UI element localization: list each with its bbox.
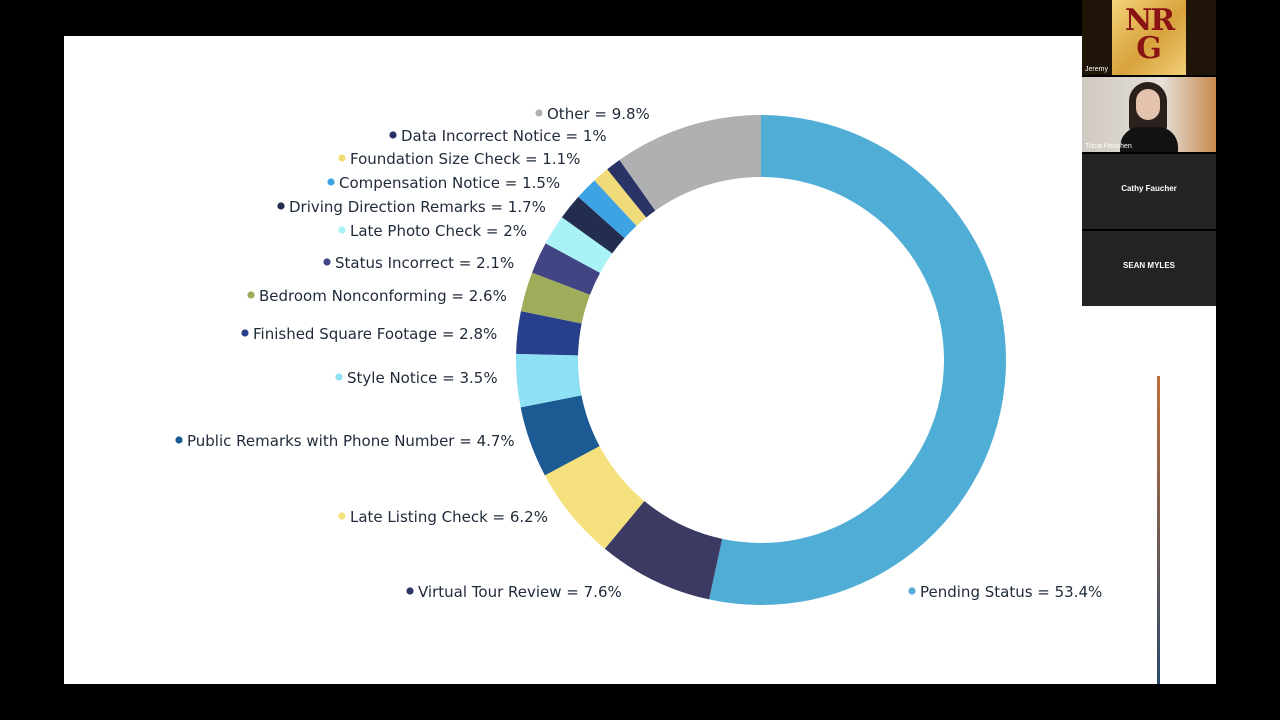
logo-text-bottom: G bbox=[1136, 31, 1162, 66]
donut-slice bbox=[544, 446, 645, 549]
participant-tile-jeremy[interactable]: NR G Jeremy bbox=[1082, 0, 1216, 75]
donut-slice bbox=[561, 196, 625, 254]
participant-gallery: NR G Jeremy Tricia Henchen Cathy Faucher… bbox=[1082, 0, 1216, 306]
participant-tile-sean[interactable]: SEAN MYLES bbox=[1082, 231, 1216, 306]
donut-slice bbox=[532, 243, 601, 295]
legend-dot bbox=[406, 587, 414, 595]
slice-label: Driving Direction Remarks = 1.7% bbox=[289, 198, 546, 216]
slice-label: Late Listing Check = 6.2% bbox=[350, 508, 548, 526]
participant-name: Cathy Faucher bbox=[1121, 184, 1177, 193]
legend-dot bbox=[338, 154, 346, 162]
presentation-slide: Pending Status = 53.4% Virtual Tour Revie… bbox=[64, 36, 1216, 684]
participant-name: Jeremy bbox=[1085, 66, 1108, 73]
slice-label: Virtual Tour Review = 7.6% bbox=[418, 583, 622, 601]
donut-slice bbox=[607, 159, 656, 218]
slice-label: Data Incorrect Notice = 1% bbox=[401, 127, 607, 145]
legend-dot bbox=[175, 436, 183, 444]
slice-label: Late Photo Check = 2% bbox=[350, 222, 527, 240]
person-face bbox=[1136, 89, 1160, 120]
donut-slice bbox=[594, 169, 647, 226]
legend-dot bbox=[327, 178, 335, 186]
slice-label: Finished Square Footage = 2.8% bbox=[253, 325, 497, 343]
donut-slice bbox=[619, 115, 761, 211]
legend-dot bbox=[338, 226, 346, 234]
slice-label: Foundation Size Check = 1.1% bbox=[350, 150, 580, 168]
slice-label: Bedroom Nonconforming = 2.6% bbox=[259, 287, 507, 305]
slice-label: Status Incorrect = 2.1% bbox=[335, 254, 514, 272]
participant-name: Tricia Henchen bbox=[1085, 143, 1132, 150]
legend-dot bbox=[389, 131, 397, 139]
participant-tile-cathy[interactable]: Cathy Faucher bbox=[1082, 154, 1216, 229]
legend-dot bbox=[323, 258, 331, 266]
donut-slice bbox=[520, 395, 600, 476]
participant-name: SEAN MYLES bbox=[1122, 261, 1175, 270]
legend-dot bbox=[247, 291, 255, 299]
nrg-logo: NR G bbox=[1112, 0, 1186, 75]
person-body bbox=[1120, 127, 1178, 152]
donut-slice bbox=[604, 501, 723, 600]
legend-dot bbox=[241, 329, 249, 337]
legend-dot bbox=[535, 109, 543, 117]
logo-text-top: NR bbox=[1124, 3, 1175, 38]
slice-label: Compensation Notice = 1.5% bbox=[339, 174, 560, 192]
legend-dot bbox=[338, 512, 346, 520]
participant-tile-tricia[interactable]: Tricia Henchen bbox=[1082, 77, 1216, 152]
slice-label: Style Notice = 3.5% bbox=[347, 369, 498, 387]
donut-slice bbox=[520, 272, 591, 324]
legend-dot bbox=[908, 587, 916, 595]
donut-slice bbox=[578, 180, 637, 239]
slice-label: Public Remarks with Phone Number = 4.7% bbox=[187, 432, 515, 450]
donut-slice bbox=[515, 353, 582, 408]
slice-label: Other = 9.8% bbox=[547, 105, 650, 123]
legend-dot bbox=[277, 202, 285, 210]
slice-label: Pending Status = 53.4% bbox=[920, 583, 1102, 601]
legend-dot bbox=[335, 373, 343, 381]
accent-line bbox=[1157, 376, 1160, 684]
donut-chart: Pending Status = 53.4% Virtual Tour Revie… bbox=[175, 105, 1102, 605]
donut-slice bbox=[709, 115, 1007, 605]
donut-slice bbox=[516, 311, 582, 356]
donut-slice bbox=[545, 217, 613, 273]
